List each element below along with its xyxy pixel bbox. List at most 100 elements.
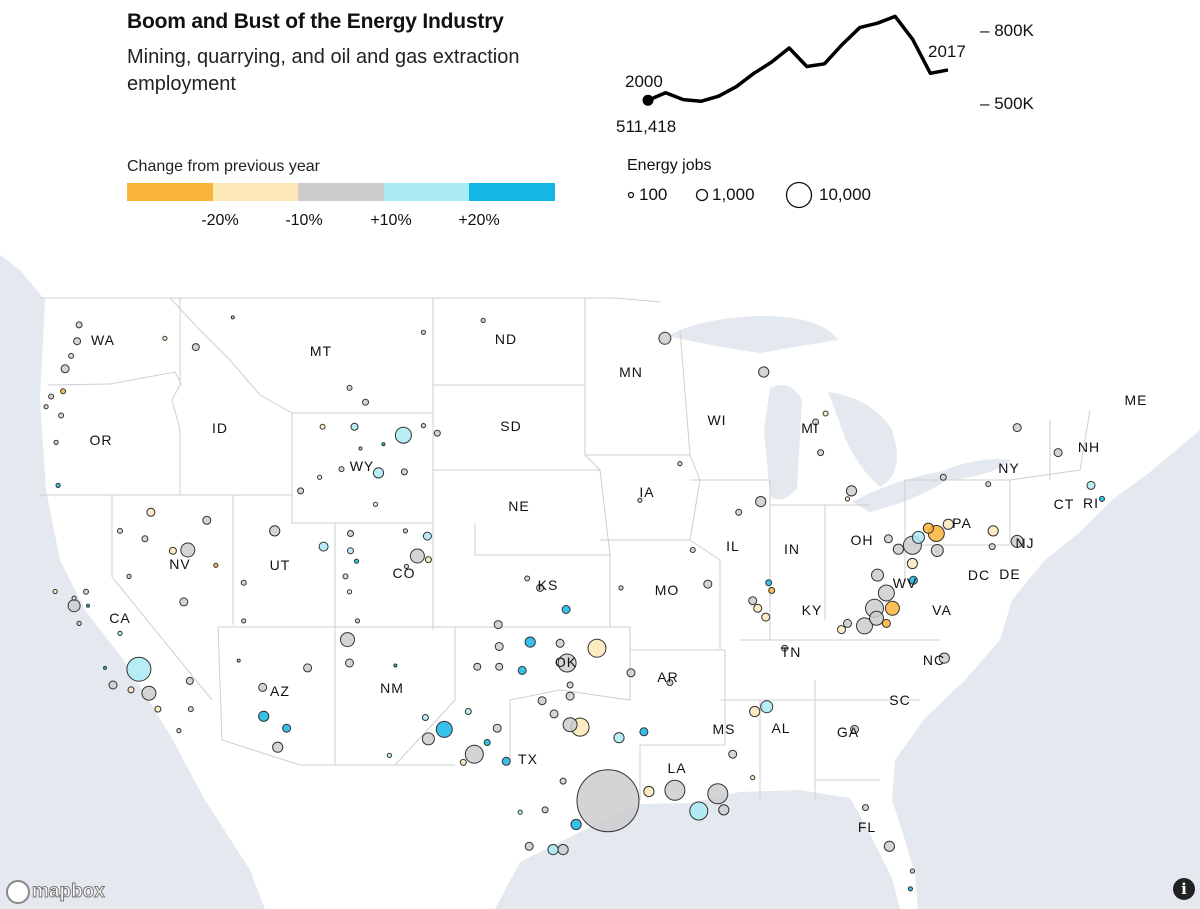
- bubble-marker[interactable]: [749, 705, 761, 718]
- bubble-marker[interactable]: [565, 691, 575, 701]
- bubble-marker[interactable]: [346, 589, 353, 595]
- bubble-marker[interactable]: [126, 573, 132, 580]
- bubble-marker[interactable]: [176, 728, 182, 734]
- bubble-marker[interactable]: [524, 575, 531, 582]
- bubble-marker[interactable]: [922, 522, 935, 534]
- bubble-marker[interactable]: [988, 543, 996, 551]
- bubble-marker[interactable]: [386, 752, 392, 759]
- bubble-marker[interactable]: [372, 501, 379, 507]
- bubble-marker[interactable]: [162, 335, 168, 341]
- bubble-marker[interactable]: [1053, 448, 1063, 458]
- bubble-marker[interactable]: [146, 507, 156, 517]
- bubble-marker[interactable]: [718, 804, 730, 816]
- bubble-marker[interactable]: [191, 343, 200, 352]
- bubble-marker[interactable]: [435, 720, 453, 738]
- bubble-marker[interactable]: [422, 531, 432, 541]
- bubble-marker[interactable]: [537, 696, 547, 706]
- bubble-marker[interactable]: [108, 680, 118, 690]
- bubble-marker[interactable]: [549, 709, 559, 719]
- bubble-marker[interactable]: [154, 705, 162, 713]
- bubble-marker[interactable]: [689, 547, 696, 553]
- bubble-marker[interactable]: [494, 642, 504, 651]
- bubble-marker[interactable]: [480, 317, 486, 323]
- bubble-marker[interactable]: [822, 410, 829, 417]
- bubble-marker[interactable]: [473, 662, 482, 671]
- bubble-marker[interactable]: [892, 543, 905, 555]
- bubble-marker[interactable]: [703, 579, 713, 589]
- bubble-marker[interactable]: [297, 487, 305, 495]
- bubble-marker[interactable]: [459, 758, 467, 766]
- bubble-marker[interactable]: [141, 685, 157, 701]
- bubble-marker[interactable]: [728, 749, 738, 759]
- bubble-marker[interactable]: [126, 656, 152, 682]
- bubble-marker[interactable]: [179, 597, 189, 607]
- bubble-marker[interactable]: [493, 620, 503, 630]
- bubble-marker[interactable]: [272, 741, 284, 753]
- bubble-marker[interactable]: [83, 588, 89, 595]
- bubble-marker[interactable]: [347, 547, 354, 555]
- bubble-marker[interactable]: [117, 630, 123, 637]
- bubble-marker[interactable]: [812, 418, 820, 426]
- bubble-marker[interactable]: [883, 840, 896, 852]
- bubble-marker[interactable]: [850, 724, 859, 734]
- bubble-marker[interactable]: [213, 562, 219, 568]
- bubble-marker[interactable]: [372, 467, 385, 479]
- bubble-marker[interactable]: [483, 739, 491, 746]
- bubble-marker[interactable]: [536, 583, 545, 592]
- bubble-marker[interactable]: [837, 625, 846, 635]
- bubble-marker[interactable]: [58, 412, 65, 419]
- bubble-marker[interactable]: [930, 544, 944, 557]
- bubble-marker[interactable]: [340, 632, 355, 648]
- mapbox-logo[interactable]: mapbox: [6, 880, 105, 904]
- bubble-marker[interactable]: [187, 706, 194, 713]
- bubble-marker[interactable]: [587, 638, 607, 658]
- bubble-marker[interactable]: [394, 426, 412, 444]
- bubble-marker[interactable]: [987, 525, 999, 537]
- bubble-marker[interactable]: [555, 638, 565, 648]
- bubble-marker[interactable]: [345, 658, 354, 668]
- bubble-marker[interactable]: [517, 665, 527, 675]
- bubble-marker[interactable]: [869, 610, 884, 626]
- bubble-marker[interactable]: [524, 636, 536, 648]
- bubble-marker[interactable]: [637, 497, 643, 503]
- bubble-marker[interactable]: [402, 528, 408, 534]
- bubble-marker[interactable]: [433, 429, 441, 437]
- bubble-marker[interactable]: [845, 485, 858, 497]
- bubble-marker[interactable]: [424, 556, 432, 564]
- bubble-marker[interactable]: [492, 723, 502, 733]
- bubble-marker[interactable]: [664, 779, 686, 801]
- bubble-marker[interactable]: [67, 599, 81, 613]
- bubble-marker[interactable]: [48, 393, 55, 400]
- bubble-marker[interactable]: [60, 364, 70, 374]
- bubble-marker[interactable]: [881, 618, 891, 628]
- bubble-marker[interactable]: [501, 756, 511, 766]
- bubble-marker[interactable]: [908, 575, 918, 585]
- bubble-marker[interactable]: [338, 466, 345, 473]
- bubble-marker[interactable]: [409, 548, 425, 564]
- bubble-marker[interactable]: [817, 449, 825, 457]
- bubble-marker[interactable]: [677, 461, 683, 467]
- bubble-marker[interactable]: [68, 352, 75, 359]
- bubble-marker[interactable]: [303, 663, 313, 673]
- bubble-marker[interactable]: [658, 331, 672, 345]
- bubble-marker[interactable]: [319, 423, 326, 430]
- bubble-marker[interactable]: [758, 366, 770, 378]
- bubble-marker[interactable]: [420, 329, 426, 335]
- bubble-marker[interactable]: [258, 682, 268, 692]
- bubble-marker[interactable]: [381, 442, 386, 447]
- info-icon[interactable]: i: [1173, 878, 1195, 900]
- bubble-marker[interactable]: [350, 422, 359, 431]
- bubble-marker[interactable]: [562, 717, 578, 733]
- bubble-marker[interactable]: [689, 801, 709, 821]
- bubble-marker[interactable]: [52, 588, 58, 595]
- bubble-marker[interactable]: [541, 806, 549, 814]
- bubble-marker[interactable]: [73, 337, 82, 346]
- bubble-marker[interactable]: [358, 446, 363, 451]
- bubble-marker[interactable]: [626, 668, 636, 678]
- bubble-marker[interactable]: [354, 618, 361, 624]
- bubble-marker[interactable]: [71, 595, 77, 601]
- bubble-marker[interactable]: [559, 777, 567, 785]
- bubble-marker[interactable]: [557, 844, 569, 856]
- bubble-marker[interactable]: [282, 723, 292, 733]
